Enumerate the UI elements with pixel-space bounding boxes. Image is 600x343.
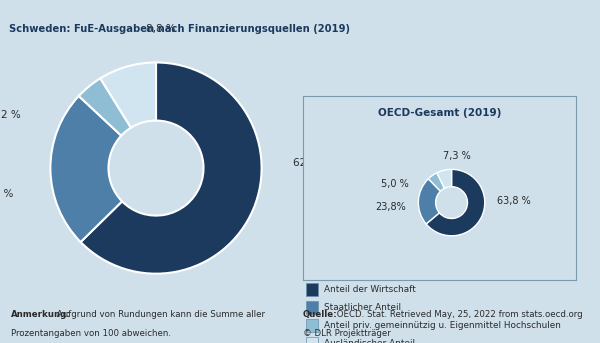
Text: Ausländischer Anteil: Ausländischer Anteil (324, 339, 415, 343)
Text: 23,8%: 23,8% (375, 202, 406, 212)
Wedge shape (437, 169, 452, 188)
Text: Staatlicher Anteil: Staatlicher Anteil (324, 303, 401, 312)
Text: 5,0 %: 5,0 % (380, 179, 409, 189)
Text: 63,8 %: 63,8 % (497, 196, 531, 206)
Text: 8,8 %: 8,8 % (146, 24, 176, 34)
Text: © DLR Projektträger: © DLR Projektträger (303, 329, 391, 338)
Text: Schweden: FuE-Ausgaben nach Finanzierungsquellen (2019): Schweden: FuE-Ausgaben nach Finanzierung… (9, 24, 350, 34)
Text: Aufgrund von Rundungen kann die Summe aller: Aufgrund von Rundungen kann die Summe al… (54, 310, 265, 319)
Wedge shape (79, 78, 131, 135)
Text: 7,3 %: 7,3 % (443, 151, 470, 161)
Text: Anmerkung:: Anmerkung: (11, 310, 71, 319)
Text: Anteil der Wirtschaft: Anteil der Wirtschaft (324, 285, 416, 294)
Text: OECD. Stat. Retrieved May, 25, 2022 from stats.oecd.org: OECD. Stat. Retrieved May, 25, 2022 from… (334, 310, 583, 319)
Wedge shape (428, 173, 445, 191)
Wedge shape (100, 62, 156, 128)
Text: 62,4 %: 62,4 % (293, 158, 329, 168)
Text: 4,2 %: 4,2 % (0, 110, 21, 120)
Text: OECD-Gesamt (2019): OECD-Gesamt (2019) (378, 108, 501, 118)
Text: 24,2 %: 24,2 % (0, 189, 13, 200)
Text: Anteil priv. gemeinnützig u. Eigenmittel Hochschulen: Anteil priv. gemeinnützig u. Eigenmittel… (324, 321, 561, 330)
Text: Prozentangaben von 100 abweichen.: Prozentangaben von 100 abweichen. (11, 329, 171, 338)
Wedge shape (80, 62, 262, 274)
Wedge shape (50, 96, 122, 242)
Wedge shape (426, 169, 485, 236)
Text: Quelle:: Quelle: (303, 310, 338, 319)
Wedge shape (418, 179, 440, 224)
